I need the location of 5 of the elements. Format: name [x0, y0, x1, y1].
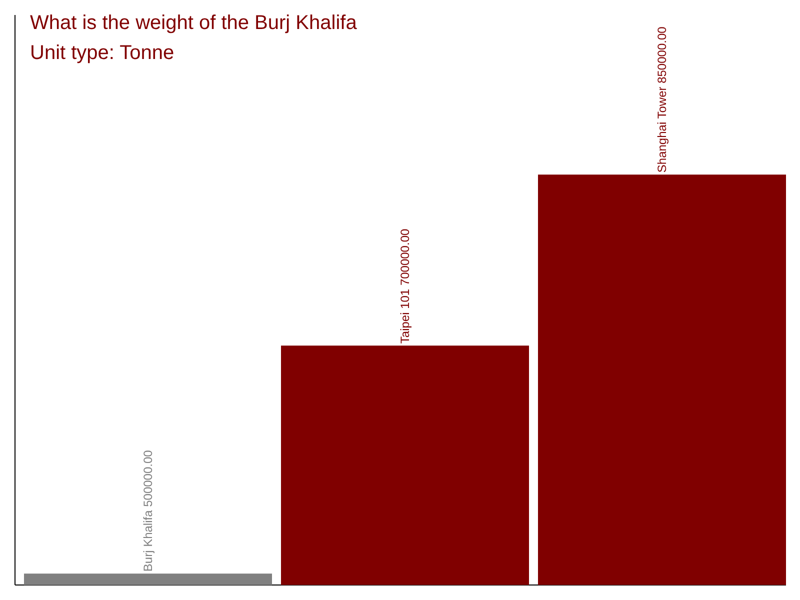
text: Unit type: Tonne: [30, 42, 174, 64]
data-label: Burj Khalifa 500000.00: [141, 450, 156, 572]
chart-title: What is the weight of the Burj Khalifa: [30, 12, 358, 34]
data-label: Taipei 101 700000.00: [398, 228, 412, 344]
data-label: Shanghai Tower 850000.00: [655, 26, 670, 173]
